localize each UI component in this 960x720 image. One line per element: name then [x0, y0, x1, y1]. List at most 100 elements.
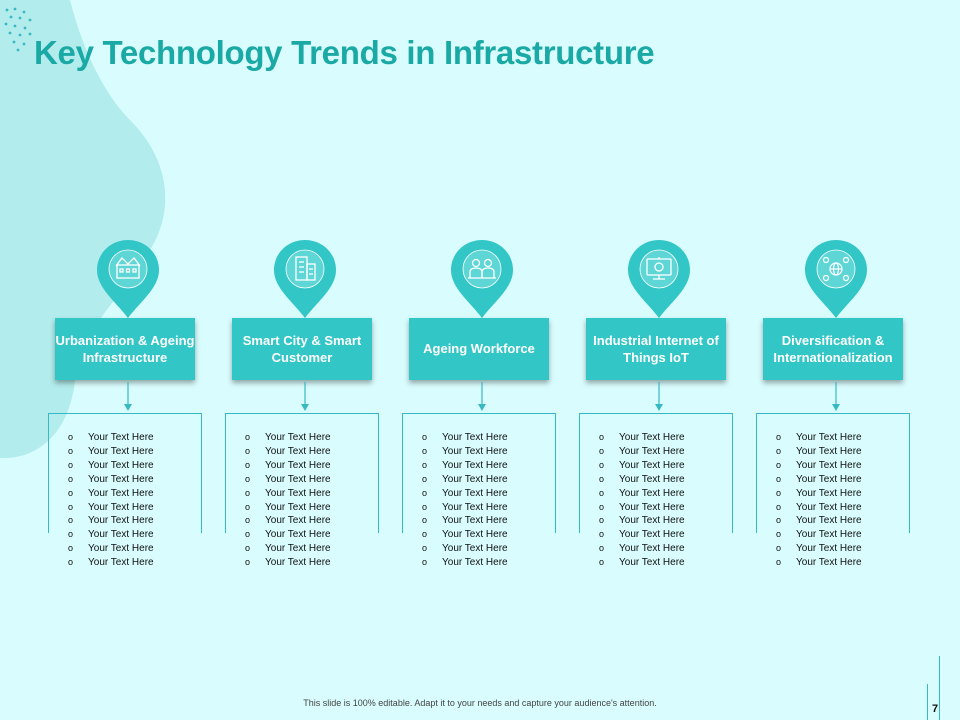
list-item: o Your Text Here [776, 529, 862, 541]
down-arrow-icon [832, 382, 840, 411]
map-pin-marker [274, 240, 336, 318]
list-frame [756, 413, 910, 533]
list-item: o Your Text Here [68, 459, 154, 471]
bullet-icon: o [245, 487, 251, 498]
list-item: o Your Text Here [599, 432, 685, 443]
list-item: o Your Text Here [776, 543, 862, 555]
bullet-icon: o [776, 459, 782, 470]
bullet-icon: o [422, 501, 428, 512]
list-frame [579, 413, 733, 533]
bullet-icon: o [422, 529, 428, 540]
list-item: o Your Text Here [422, 557, 508, 569]
bullet-icon: o [68, 473, 74, 484]
page-divider [939, 656, 940, 720]
list-item: o Your Text Here [422, 459, 508, 471]
bullet-icon: o [245, 543, 251, 554]
map-pin-marker [97, 240, 159, 318]
list-item: o Your Text Here [422, 473, 508, 485]
trend-list: o Your Text Here o Your Text Here o Your Te… [776, 431, 862, 570]
bullet-icon: o [776, 529, 782, 540]
bullet-icon: o [245, 529, 251, 540]
list-item: o Your Text Here [599, 515, 685, 527]
list-item: o Your Text Here [776, 487, 862, 499]
list-item: o Your Text Here [245, 473, 331, 485]
trend-label: Smart City & Smart Customer [232, 318, 372, 380]
list-item: o Your Text Here [776, 557, 862, 569]
trend-column-3: Ageing Workforce o Your Text Here o Your T… [402, 238, 562, 568]
trend-label: Urbanization & Ageing Infrastructure [55, 318, 195, 380]
bullet-icon: o [776, 543, 782, 554]
map-pin-marker [451, 240, 513, 318]
bullet-icon: o [245, 515, 251, 526]
bullet-icon: o [776, 432, 782, 442]
down-arrow-icon [124, 382, 132, 411]
bullet-icon: o [68, 432, 74, 442]
list-item: o Your Text Here [776, 445, 862, 457]
bullet-icon: o [68, 445, 74, 456]
bullet-icon: o [422, 445, 428, 456]
bullet-icon: o [599, 432, 605, 442]
bullet-icon: o [245, 432, 251, 442]
list-item: o Your Text Here [599, 557, 685, 569]
list-item: o Your Text Here [776, 501, 862, 513]
list-item: o Your Text Here [422, 515, 508, 527]
list-item: o Your Text Here [245, 557, 331, 569]
bullet-icon: o [422, 459, 428, 470]
bullet-icon: o [422, 515, 428, 526]
map-pin-marker [805, 240, 867, 318]
trend-column-1: Urbanization & Ageing Infrastructure o Yo… [48, 238, 208, 568]
down-arrow-icon [655, 382, 663, 411]
bullet-icon: o [245, 473, 251, 484]
list-item: o Your Text Here [245, 515, 331, 527]
trend-label: Diversification & Internationalization [763, 318, 903, 380]
bullet-icon: o [245, 557, 251, 568]
buildings-icon [115, 257, 141, 279]
list-item: o Your Text Here [422, 445, 508, 457]
list-item: o Your Text Here [68, 473, 154, 485]
trend-list: o Your Text Here o Your Text Here o Your Te… [245, 431, 331, 570]
list-item: o Your Text Here [245, 459, 331, 471]
list-item: o Your Text Here [68, 515, 154, 527]
list-item: o Your Text Here [599, 459, 685, 471]
list-item: o Your Text Here [422, 529, 508, 541]
bullet-icon: o [776, 473, 782, 484]
list-item: o Your Text Here [245, 445, 331, 457]
list-item: o Your Text Here [599, 543, 685, 555]
list-item: o Your Text Here [245, 529, 331, 541]
down-arrow-icon [301, 382, 309, 411]
bullet-icon: o [422, 557, 428, 568]
bullet-icon: o [422, 543, 428, 554]
workers-icon [468, 258, 496, 279]
list-item: o Your Text Here [245, 432, 331, 443]
bullet-icon: o [422, 432, 428, 442]
list-item: o Your Text Here [245, 487, 331, 499]
list-item: o Your Text Here [68, 529, 154, 541]
bullet-icon: o [68, 501, 74, 512]
bullet-icon: o [776, 445, 782, 456]
background-blob [0, 0, 166, 459]
trend-column-4: Industrial Internet of Things IoT o Your … [579, 238, 739, 568]
bullet-icon: o [599, 459, 605, 470]
list-item: o Your Text Here [422, 501, 508, 513]
trend-column-5: Diversification & Internationalization o… [756, 238, 916, 568]
trend-list: o Your Text Here o Your Text Here o Your Te… [599, 431, 685, 570]
bullet-icon: o [245, 445, 251, 456]
bullet-icon: o [776, 487, 782, 498]
bullet-icon: o [68, 459, 74, 470]
trend-column-2: Smart City & Smart Customer o Your Text H… [225, 238, 385, 568]
list-item: o Your Text Here [245, 543, 331, 555]
iot-monitor-icon [646, 257, 672, 280]
list-frame [48, 413, 202, 533]
list-item: o Your Text Here [68, 432, 154, 443]
page-title: Key Technology Trends in Infrastructure [34, 34, 655, 71]
list-item: o Your Text Here [776, 459, 862, 471]
list-item: o Your Text Here [599, 487, 685, 499]
decorative-dots [4, 7, 32, 52]
list-item: o Your Text Here [68, 445, 154, 457]
bullet-icon: o [68, 543, 74, 554]
list-item: o Your Text Here [245, 501, 331, 513]
list-item: o Your Text Here [776, 473, 862, 485]
bullet-icon: o [599, 529, 605, 540]
list-item: o Your Text Here [599, 501, 685, 513]
